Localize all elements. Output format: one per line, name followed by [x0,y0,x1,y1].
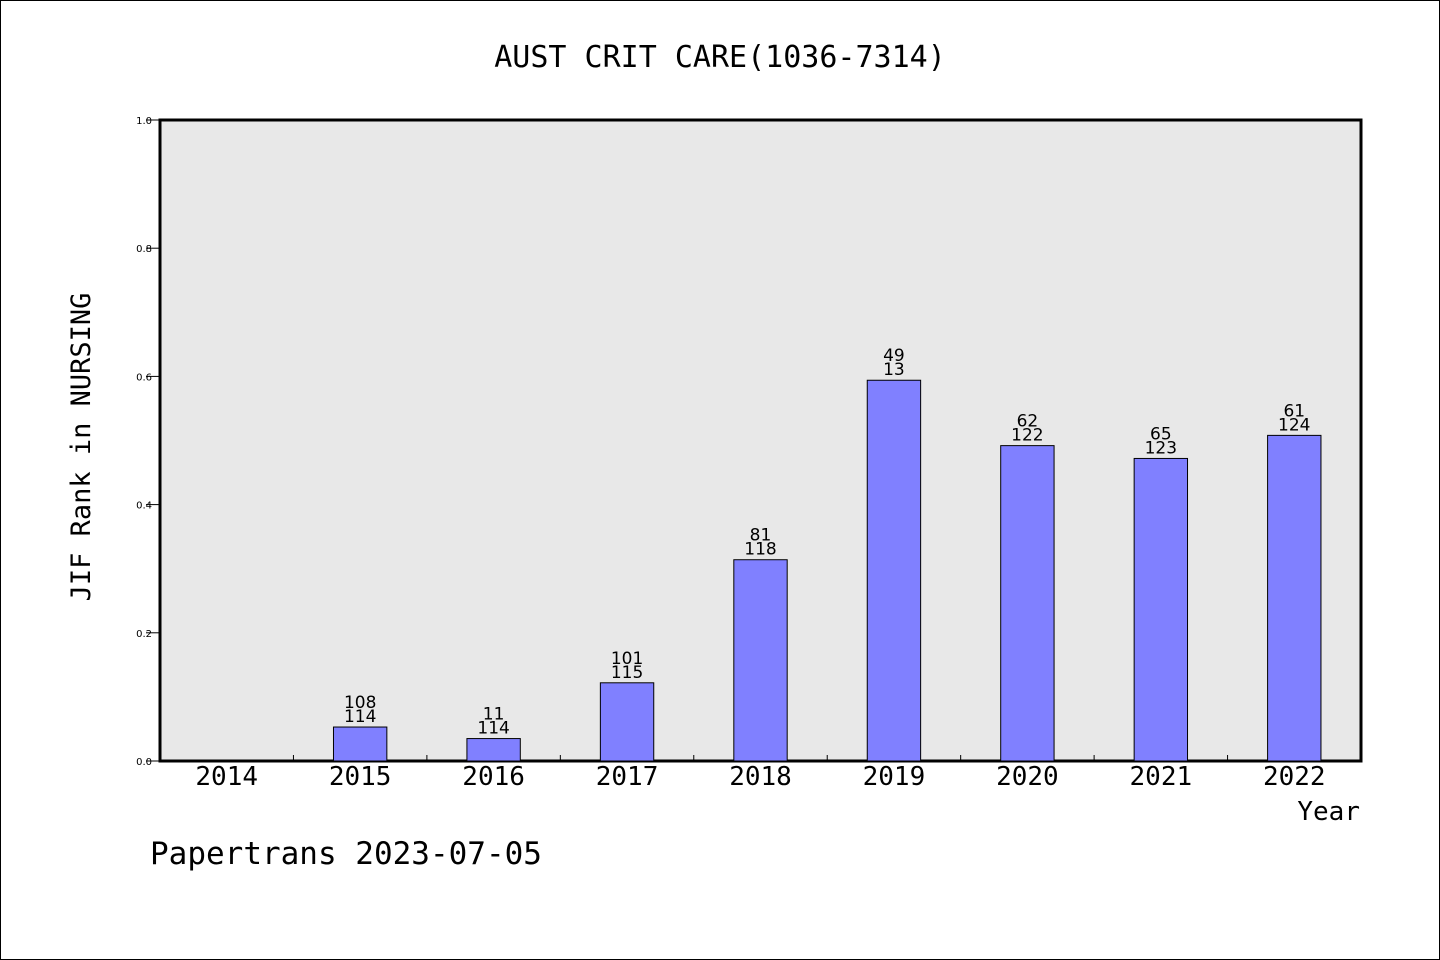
chart-title: AUST CRIT CARE(1036-7314) [494,40,946,75]
x-tick-label: 2015 [329,762,392,792]
bar [466,738,521,762]
bar-label-total: 123 [1145,438,1177,458]
y-axis: 0.0 0.2 0.4 0.6 0.8 1.0 [136,116,160,768]
bar-label-total: 114 [477,719,509,739]
x-tick-label: 2017 [596,762,659,792]
y-tick-label: 0.8 [136,244,152,255]
bar-series [332,379,1322,762]
watermark-text: Papertrans 2023-07-05 [150,836,542,872]
bar-label-rank: 61 [1283,401,1305,421]
y-tick-label: 0.0 [136,757,152,768]
x-tick-label: 2022 [1263,762,1326,792]
bar-label-rank: 62 [1017,412,1039,432]
x-axis-label: Year [1297,797,1360,827]
bar-label-rank: 81 [750,526,772,546]
bar [1267,434,1322,762]
y-tick-label: 0.2 [136,629,152,640]
x-tick-label: 2020 [996,762,1059,792]
x-tick-label: 2018 [729,762,792,792]
y-tick-label: 1.0 [136,116,152,127]
bar [332,726,388,762]
bar [733,559,788,762]
bar-label-total: 114 [344,707,376,727]
bar-label-total: 13 [883,360,905,380]
bar [1133,457,1189,762]
x-tick-label: 2019 [863,762,926,792]
bar [1000,445,1055,762]
bar [866,379,922,762]
bar-label-total: 118 [744,540,776,560]
bar-label-rank: 65 [1150,424,1172,444]
bar-label-total: 124 [1278,415,1310,435]
y-tick-label: 0.6 [136,372,152,383]
bar-label-total: 122 [1011,426,1043,446]
bar-label-total: 115 [611,663,643,683]
y-tick-label: 0.4 [136,501,152,512]
bar-label-rank: 49 [883,346,905,366]
bar-label-rank: 11 [483,705,505,725]
bar-label-rank: 108 [344,693,376,713]
x-axis: 2014 2015 2016 2017 2018 2019 2020 2021 2022 [195,755,1326,792]
y-axis-label: JIF Rank in NURSING [66,293,97,602]
bar [599,682,655,762]
x-tick-label: 2021 [1130,762,1193,792]
bar-label-rank: 101 [611,649,643,669]
x-tick-label: 2014 [195,762,258,792]
x-tick-label: 2016 [462,762,525,792]
